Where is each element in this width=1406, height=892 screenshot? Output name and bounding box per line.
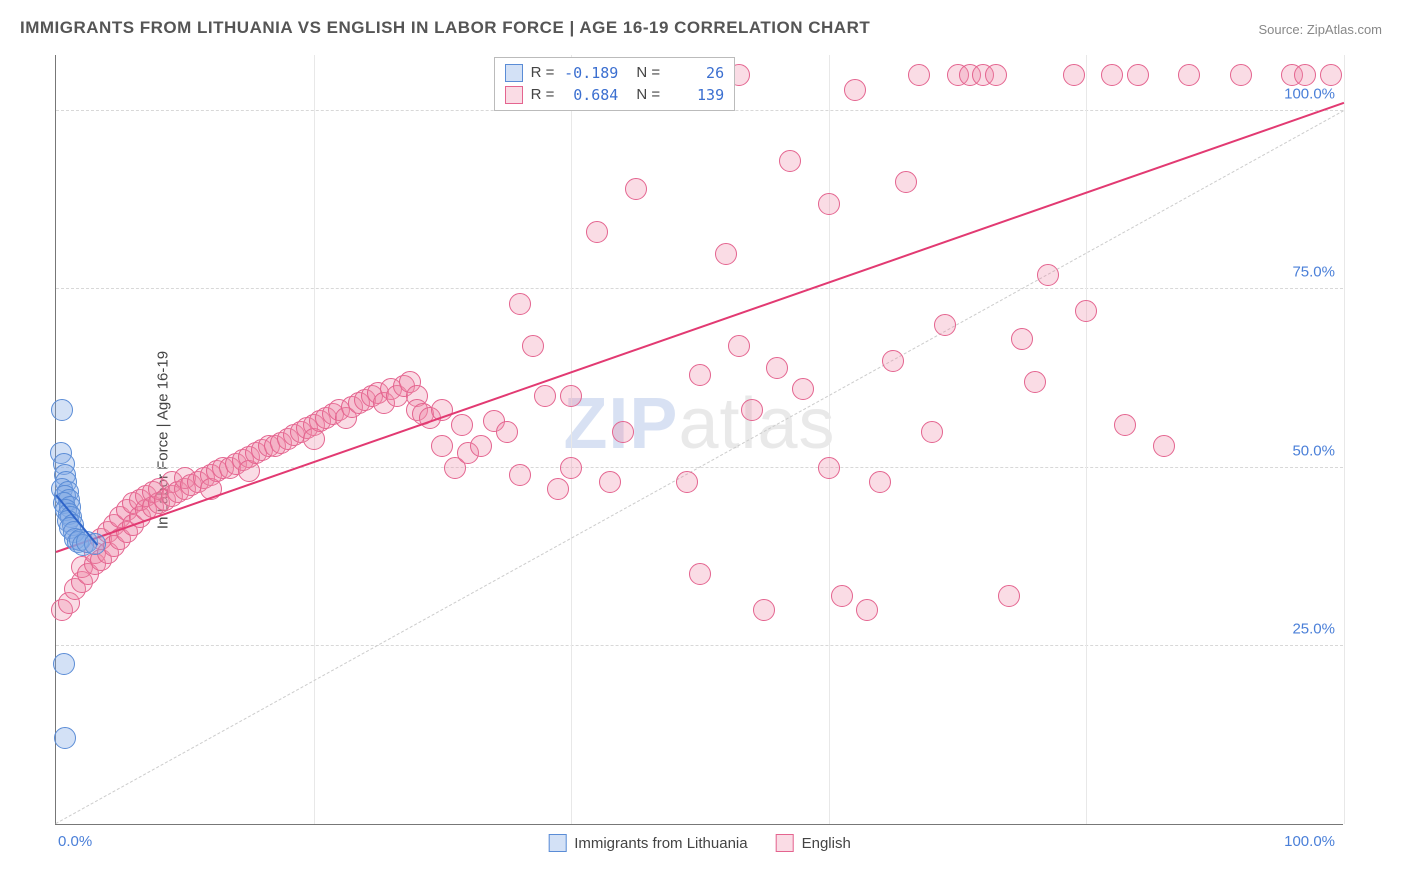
gridline-h — [56, 288, 1343, 289]
series2-point — [818, 193, 840, 215]
watermark-atlas: atlas — [678, 384, 835, 464]
series2-r-value: 0.684 — [562, 84, 618, 106]
series2-point — [1230, 64, 1252, 86]
legend-row-series1: R = -0.189 N = 26 — [505, 62, 725, 84]
series2-point — [689, 563, 711, 585]
correlation-legend: R = -0.189 N = 26 R = 0.684 N = 139 — [494, 57, 736, 111]
y-tick-label: 25.0% — [1292, 620, 1335, 637]
series2-point — [728, 335, 750, 357]
series-legend: Immigrants from Lithuania English — [548, 834, 851, 852]
series2-point — [869, 471, 891, 493]
series2-name: English — [802, 835, 851, 852]
series2-point — [496, 421, 518, 443]
swatch-series1 — [505, 64, 523, 82]
gridline-v — [571, 55, 572, 824]
series2-point — [612, 421, 634, 443]
series2-point — [921, 421, 943, 443]
swatch-series2 — [505, 86, 523, 104]
series2-point — [934, 314, 956, 336]
series2-point — [1320, 64, 1342, 86]
series2-point — [1114, 414, 1136, 436]
series2-point — [792, 378, 814, 400]
series2-point — [856, 599, 878, 621]
series2-point — [547, 478, 569, 500]
series2-point — [509, 293, 531, 315]
series2-point — [560, 457, 582, 479]
series2-point — [1178, 64, 1200, 86]
series2-point — [1101, 64, 1123, 86]
series2-point — [470, 435, 492, 457]
series2-point — [715, 243, 737, 265]
legend-item-series1: Immigrants from Lithuania — [548, 834, 747, 852]
series2-point — [1075, 300, 1097, 322]
chart-container: IMMIGRANTS FROM LITHUANIA VS ENGLISH IN … — [0, 0, 1406, 892]
series2-trendline — [56, 102, 1345, 553]
series2-point — [451, 414, 473, 436]
series2-point — [844, 79, 866, 101]
series2-point — [882, 350, 904, 372]
series2-point — [1153, 435, 1175, 457]
swatch-series2-bottom — [776, 834, 794, 852]
series2-point — [1037, 264, 1059, 286]
series2-point — [522, 335, 544, 357]
legend-item-series2: English — [776, 834, 851, 852]
legend-r-label: R = — [531, 84, 555, 106]
source-label: Source: ZipAtlas.com — [1258, 22, 1382, 37]
series2-point — [1063, 64, 1085, 86]
gridline-v — [1344, 55, 1345, 824]
series2-point — [908, 64, 930, 86]
legend-row-series2: R = 0.684 N = 139 — [505, 84, 725, 106]
series2-n-value: 139 — [668, 84, 724, 106]
series2-point — [431, 435, 453, 457]
series2-point — [676, 471, 698, 493]
swatch-series1-bottom — [548, 834, 566, 852]
series2-point — [741, 399, 763, 421]
series1-r-value: -0.189 — [562, 62, 618, 84]
series2-point — [689, 364, 711, 386]
gridline-v — [1086, 55, 1087, 824]
series2-point — [599, 471, 621, 493]
series2-point — [818, 457, 840, 479]
chart-title: IMMIGRANTS FROM LITHUANIA VS ENGLISH IN … — [20, 18, 870, 38]
series2-point — [509, 464, 531, 486]
x-tick-100: 100.0% — [1284, 833, 1335, 850]
series2-point — [1024, 371, 1046, 393]
series1-point — [51, 399, 73, 421]
gridline-h — [56, 645, 1343, 646]
series1-n-value: 26 — [668, 62, 724, 84]
series2-point — [1294, 64, 1316, 86]
series2-point — [625, 178, 647, 200]
y-tick-label: 100.0% — [1284, 86, 1335, 103]
series2-point — [753, 599, 775, 621]
series2-point — [998, 585, 1020, 607]
x-tick-0: 0.0% — [58, 833, 92, 850]
series2-point — [560, 385, 582, 407]
y-tick-label: 50.0% — [1292, 442, 1335, 459]
series1-point — [54, 727, 76, 749]
series1-name: Immigrants from Lithuania — [574, 835, 747, 852]
gridline-v — [829, 55, 830, 824]
series2-point — [1011, 328, 1033, 350]
y-tick-label: 75.0% — [1292, 264, 1335, 281]
series2-point — [779, 150, 801, 172]
legend-r-label: R = — [531, 62, 555, 84]
series1-point — [53, 653, 75, 675]
series2-point — [534, 385, 556, 407]
series2-point — [766, 357, 788, 379]
plot-area: In Labor Force | Age 16-19 ZIPatlas R = … — [55, 55, 1343, 825]
series2-point — [895, 171, 917, 193]
series2-point — [831, 585, 853, 607]
series2-point — [985, 64, 1007, 86]
series2-point — [586, 221, 608, 243]
legend-n-label: N = — [636, 84, 660, 106]
legend-n-label: N = — [636, 62, 660, 84]
series2-point — [1127, 64, 1149, 86]
